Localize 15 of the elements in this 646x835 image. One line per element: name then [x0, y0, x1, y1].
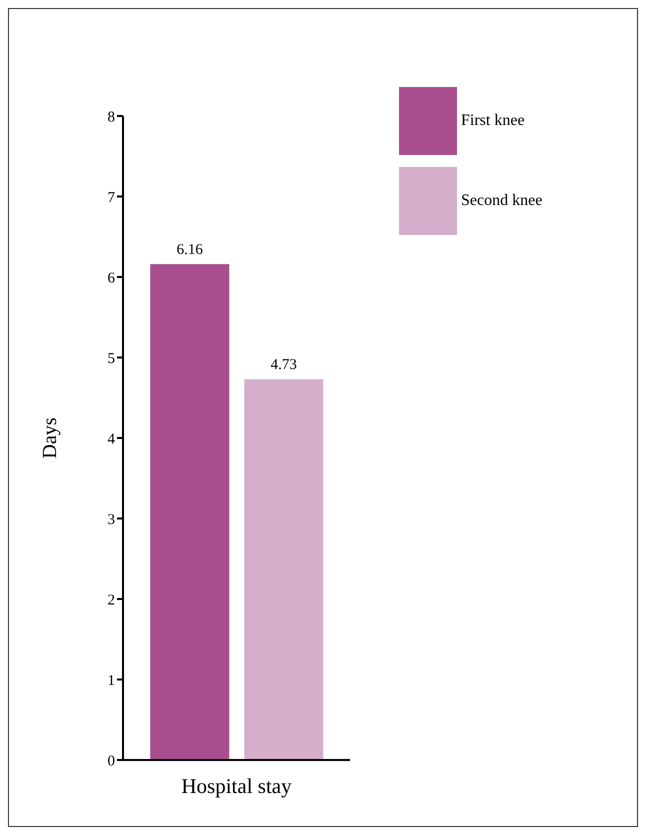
data-label: 6.16 [176, 242, 204, 258]
y-tick-label: 1 [108, 672, 115, 689]
x-tick-label: Hospital stay [181, 774, 292, 798]
y-tick-label: 2 [108, 592, 115, 608]
y-axis-title: Days [39, 417, 62, 459]
y-tick-label: 6 [108, 270, 116, 286]
data-label: 4.73 [270, 357, 297, 374]
text: Second knee [461, 192, 542, 210]
y-tick-label: 0 [108, 753, 115, 770]
y-tick-label: 4 [108, 431, 116, 448]
text: First knee [461, 112, 525, 130]
y-tick-label: 7 [108, 190, 116, 206]
y-tick-label: 3 [108, 512, 115, 528]
y-tick-label: 5 [108, 350, 115, 367]
y-tick-label: 8 [108, 109, 115, 126]
